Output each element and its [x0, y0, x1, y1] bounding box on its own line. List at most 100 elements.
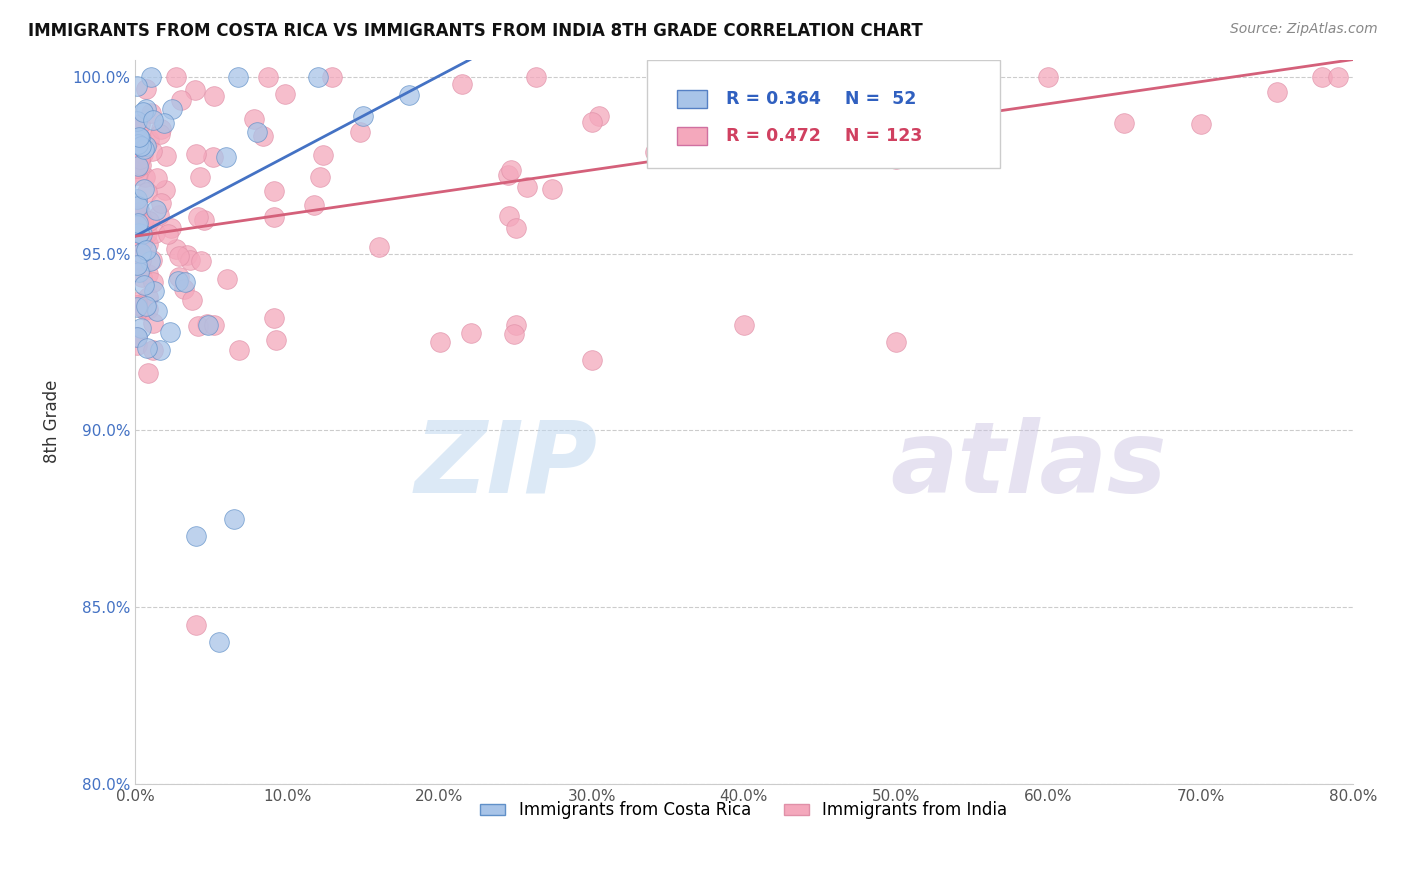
Text: atlas: atlas	[890, 417, 1167, 514]
Point	[125, 330, 148, 344]
Point	[135, 103, 157, 117]
Point	[134, 302, 156, 317]
Point	[311, 147, 333, 161]
Point	[460, 326, 482, 340]
Point	[228, 343, 250, 358]
Point	[128, 265, 150, 279]
Point	[352, 109, 374, 123]
Legend: Immigrants from Costa Rica, Immigrants from India: Immigrants from Costa Rica, Immigrants f…	[474, 795, 1014, 826]
Point	[128, 263, 150, 277]
Point	[165, 70, 187, 85]
Point	[127, 192, 149, 206]
Point	[915, 81, 938, 95]
Point	[125, 161, 148, 176]
Point	[138, 214, 160, 228]
Point	[128, 226, 150, 240]
Point	[150, 196, 173, 211]
Point	[187, 319, 209, 334]
Point	[127, 169, 149, 183]
Point	[214, 150, 236, 164]
Point	[142, 316, 165, 330]
Point	[142, 113, 165, 128]
Point	[188, 170, 211, 185]
Point	[498, 209, 520, 223]
Point	[131, 300, 153, 314]
Point	[127, 209, 149, 223]
Point	[246, 125, 269, 139]
Point	[808, 134, 831, 148]
Point	[127, 133, 149, 147]
Point	[127, 216, 149, 230]
Point	[128, 131, 150, 145]
Point	[174, 276, 197, 290]
Point	[145, 226, 167, 240]
Point	[263, 210, 285, 224]
Point	[166, 275, 188, 289]
Point	[184, 83, 207, 97]
Point	[202, 318, 225, 333]
Point	[257, 70, 280, 85]
Point	[135, 243, 157, 257]
Point	[1310, 70, 1333, 85]
Point	[148, 208, 170, 222]
Point	[186, 146, 208, 161]
Point	[129, 247, 152, 261]
Point	[125, 298, 148, 312]
Point	[132, 220, 155, 235]
Point	[132, 214, 155, 228]
Point	[145, 202, 167, 217]
Point	[141, 144, 163, 158]
Point	[884, 335, 907, 350]
Point	[1114, 116, 1136, 130]
Point	[195, 317, 218, 331]
Point	[146, 170, 169, 185]
Point	[138, 133, 160, 147]
Point	[173, 282, 195, 296]
Point	[142, 285, 165, 299]
Point	[273, 87, 295, 101]
Point	[1265, 85, 1288, 99]
Point	[157, 227, 180, 242]
Point	[170, 93, 193, 107]
Point	[128, 231, 150, 245]
Point	[307, 70, 329, 85]
Point	[176, 248, 198, 262]
Point	[222, 512, 245, 526]
Point	[505, 318, 527, 332]
Point	[208, 635, 231, 649]
FancyBboxPatch shape	[647, 60, 1000, 169]
Point	[160, 103, 183, 117]
Point	[131, 104, 153, 119]
Point	[135, 82, 157, 96]
Point	[139, 105, 162, 120]
Point	[450, 77, 472, 91]
Point	[125, 218, 148, 232]
Point	[138, 267, 160, 281]
Point	[131, 146, 153, 161]
Point	[131, 146, 153, 161]
Point	[127, 136, 149, 151]
Point	[644, 145, 666, 160]
Point	[167, 269, 190, 284]
Point	[127, 199, 149, 213]
Point	[252, 128, 274, 143]
Point	[142, 276, 165, 290]
Y-axis label: 8th Grade: 8th Grade	[44, 380, 60, 463]
Point	[263, 311, 285, 326]
Point	[321, 70, 343, 85]
Point	[217, 272, 239, 286]
Point	[184, 617, 207, 632]
Point	[368, 240, 391, 254]
Point	[135, 185, 157, 199]
Point	[127, 132, 149, 146]
Point	[429, 335, 451, 350]
Point	[129, 211, 152, 225]
Point	[308, 169, 330, 184]
Point	[264, 334, 287, 348]
Point	[202, 89, 225, 103]
Point	[134, 142, 156, 156]
Point	[149, 343, 172, 357]
Point	[129, 139, 152, 153]
Point	[197, 318, 219, 333]
Point	[129, 117, 152, 131]
